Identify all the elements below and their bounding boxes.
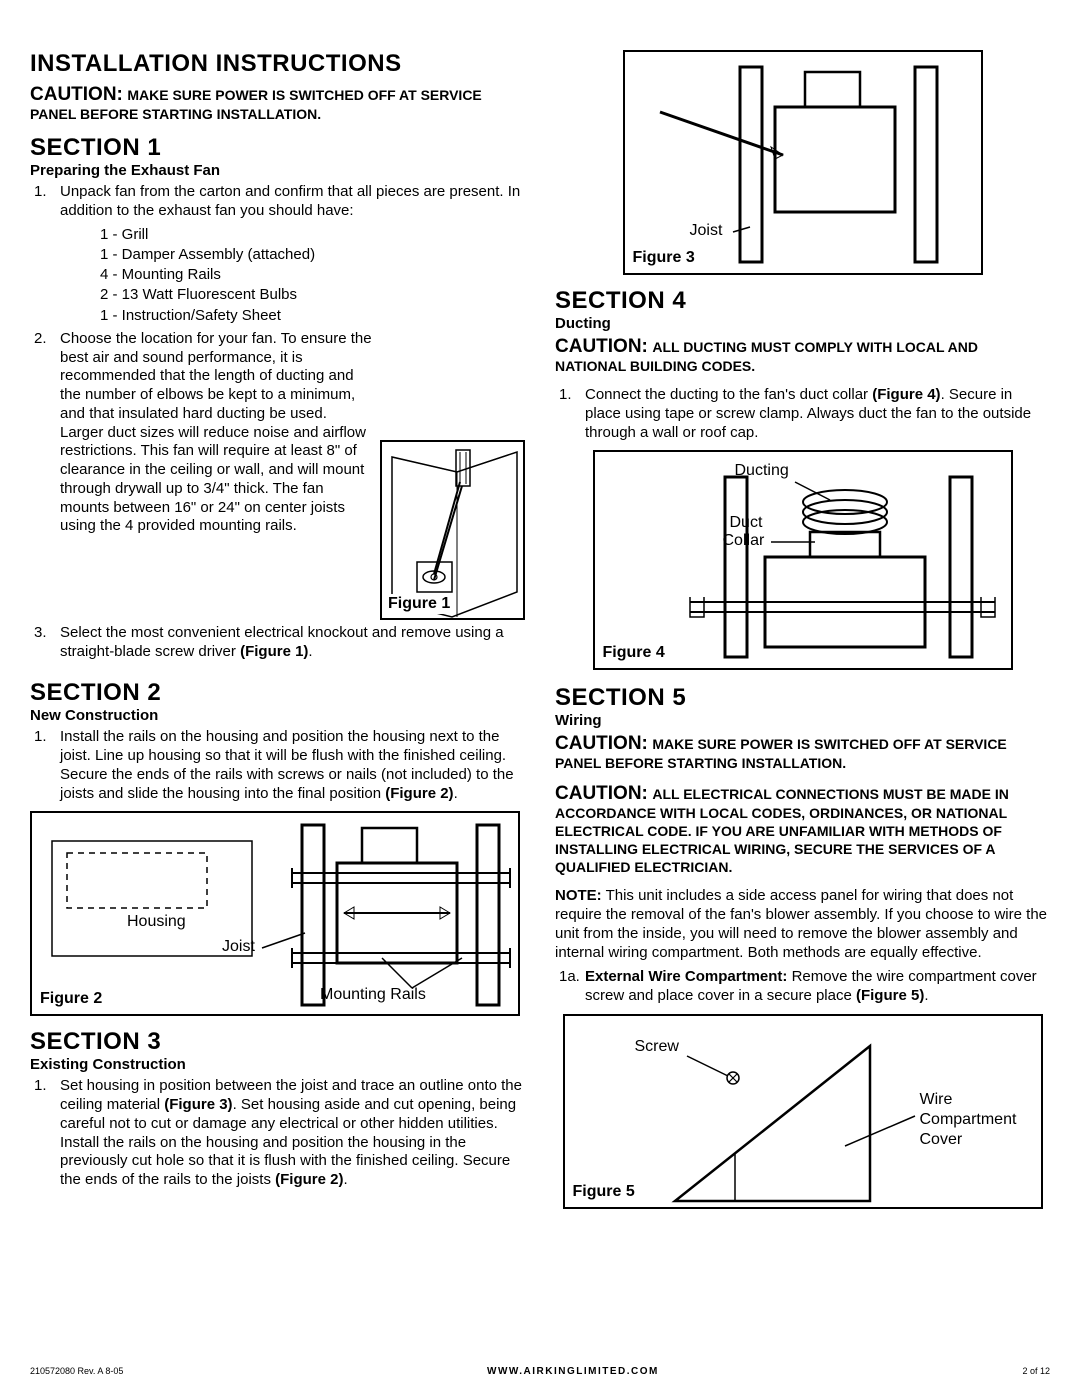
list-num: 1. (30, 183, 60, 221)
right-column: Joist Figure 3 SECTION 4 Ducting CAUTION… (555, 50, 1050, 1209)
page-footer: 210572080 Rev. A 8-05 WWW.AIRKINGLIMITED… (30, 1366, 1050, 1377)
list-num: 1. (30, 1077, 60, 1190)
list-body: Unpack fan from the carton and confirm t… (60, 183, 525, 221)
list-num: 1. (30, 728, 60, 803)
caution-label: CAUTION: (30, 84, 123, 105)
caution-power-2: CAUTION: MAKE SURE POWER IS SWITCHED OFF… (555, 733, 1050, 773)
screw-label: Screw (635, 1038, 679, 1056)
section1-sub: Preparing the Exhaust Fan (30, 162, 525, 179)
figure-4-label: Figure 4 (603, 644, 665, 662)
note-paragraph: NOTE: This unit includes a side access p… (555, 887, 1050, 962)
figure-2-diagram (32, 813, 522, 1018)
figure-3-label: Figure 3 (633, 249, 695, 267)
list-num: 2. (30, 330, 60, 620)
figure-3-box: Joist Figure 3 (623, 50, 983, 275)
list-body: Select the most convenient electrical kn… (60, 624, 525, 662)
footer-right: 2 of 12 (1022, 1366, 1050, 1377)
section1-list-2: 2. (30, 330, 525, 662)
footer-left: 210572080 Rev. A 8-05 (30, 1366, 123, 1377)
left-column: INSTALLATION INSTRUCTIONS CAUTION: MAKE … (30, 50, 525, 1209)
caution-ducting: CAUTION: ALL DUCTING MUST COMPLY WITH LO… (555, 336, 1050, 376)
figure-5-box: Screw Wire Compartment Cover Figure 5 (563, 1014, 1043, 1209)
part-item: 1 - Damper Assembly (attached) (100, 245, 525, 265)
figure-1-box: Figure 1 (380, 440, 525, 620)
section3-sub: Existing Construction (30, 1056, 525, 1073)
figure-2-label: Figure 2 (40, 990, 102, 1008)
section1-list: 1. Unpack fan from the carton and confir… (30, 183, 525, 221)
compartment-label: Compartment (920, 1111, 1017, 1129)
part-item: 4 - Mounting Rails (100, 265, 525, 285)
section2-list: 1. Install the rails on the housing and … (30, 728, 525, 803)
section3-heading: SECTION 3 (30, 1028, 525, 1056)
part-item: 2 - 13 Watt Fluorescent Bulbs (100, 285, 525, 305)
page-title: INSTALLATION INSTRUCTIONS (30, 50, 525, 78)
list-num: 1. (555, 386, 585, 442)
collar-label: Collar (723, 532, 765, 550)
ducting-label: Ducting (735, 462, 789, 480)
list-body: Choose the location for your fan. To ens… (60, 330, 372, 535)
part-item: 1 - Instruction/Safety Sheet (100, 306, 525, 326)
figure-3-diagram (625, 52, 985, 277)
list-body: External Wire Compartment: Remove the wi… (585, 968, 1050, 1006)
section4-heading: SECTION 4 (555, 287, 1050, 315)
section1-heading: SECTION 1 (30, 134, 525, 162)
section2-sub: New Construction (30, 707, 525, 724)
section5-sub: Wiring (555, 712, 1050, 729)
housing-label: Housing (127, 913, 186, 931)
section4-sub: Ducting (555, 315, 1050, 332)
list-body: Install the rails on the housing and pos… (60, 728, 525, 803)
parts-list: 1 - Grill 1 - Damper Assembly (attached)… (30, 225, 525, 326)
section4-list: 1. Connect the ducting to the fan's duct… (555, 386, 1050, 442)
part-item: 1 - Grill (100, 225, 525, 245)
section5-heading: SECTION 5 (555, 684, 1050, 712)
footer-mid: WWW.AIRKINGLIMITED.COM (487, 1366, 659, 1377)
joist-label: Joist (222, 938, 255, 956)
caution-label: CAUTION: (555, 783, 648, 804)
list-num: 3. (30, 624, 60, 662)
cover-label: Cover (920, 1131, 963, 1149)
figure-4-box: Ducting Duct Collar Figure 4 (593, 450, 1013, 670)
section5-list: 1a. External Wire Compartment: Remove th… (555, 968, 1050, 1006)
caution-power: CAUTION: MAKE SURE POWER IS SWITCHED OFF… (30, 84, 525, 124)
joist-label: Joist (690, 222, 723, 240)
figure-5-label: Figure 5 (573, 1183, 635, 1201)
list-body: Connect the ducting to the fan's duct co… (585, 386, 1050, 442)
section3-list: 1. Set housing in position between the j… (30, 1077, 525, 1190)
figure-1-label: Figure 1 (388, 594, 454, 614)
list-num: 1a. (555, 968, 585, 1006)
caution-label: CAUTION: (555, 733, 648, 754)
list-body: Set housing in position between the jois… (60, 1077, 525, 1190)
figure-2-box: Housing Joist Mounting Rails Figure 2 (30, 811, 520, 1016)
caution-label: CAUTION: (555, 336, 648, 357)
mounting-rails-label: Mounting Rails (320, 986, 426, 1004)
caution-electrical: CAUTION: ALL ELECTRICAL CONNECTIONS MUST… (555, 783, 1050, 877)
section2-heading: SECTION 2 (30, 679, 525, 707)
wire-label: Wire (920, 1091, 953, 1109)
figure-4-diagram (595, 452, 1015, 672)
duct-label: Duct (730, 514, 763, 532)
